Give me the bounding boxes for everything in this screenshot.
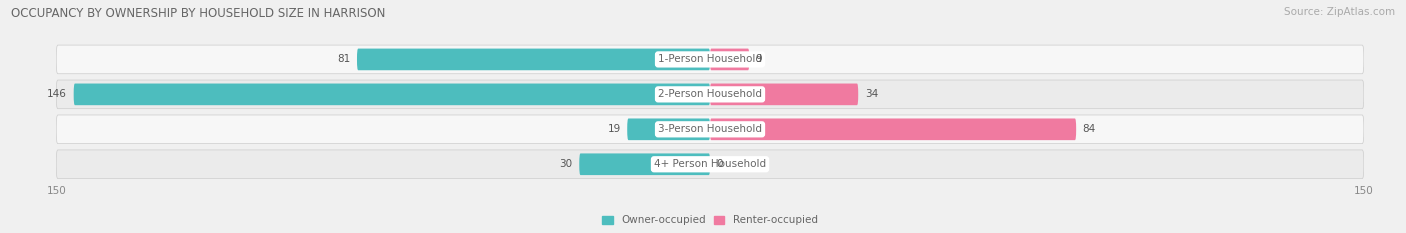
Text: 3-Person Household: 3-Person Household <box>658 124 762 134</box>
Text: 9: 9 <box>756 55 762 64</box>
FancyBboxPatch shape <box>56 45 1364 74</box>
Text: 30: 30 <box>560 159 572 169</box>
FancyBboxPatch shape <box>710 49 749 70</box>
Text: 4+ Person Household: 4+ Person Household <box>654 159 766 169</box>
FancyBboxPatch shape <box>710 84 858 105</box>
Text: 2-Person Household: 2-Person Household <box>658 89 762 99</box>
FancyBboxPatch shape <box>357 49 710 70</box>
FancyBboxPatch shape <box>627 118 710 140</box>
Text: 0: 0 <box>717 159 723 169</box>
Text: 34: 34 <box>865 89 877 99</box>
FancyBboxPatch shape <box>73 84 710 105</box>
Text: 81: 81 <box>337 55 350 64</box>
Text: 146: 146 <box>48 89 67 99</box>
Text: OCCUPANCY BY OWNERSHIP BY HOUSEHOLD SIZE IN HARRISON: OCCUPANCY BY OWNERSHIP BY HOUSEHOLD SIZE… <box>11 7 385 20</box>
Text: 84: 84 <box>1083 124 1095 134</box>
FancyBboxPatch shape <box>710 118 1076 140</box>
FancyBboxPatch shape <box>56 115 1364 144</box>
Legend: Owner-occupied, Renter-occupied: Owner-occupied, Renter-occupied <box>598 211 823 230</box>
FancyBboxPatch shape <box>579 154 710 175</box>
FancyBboxPatch shape <box>56 150 1364 179</box>
FancyBboxPatch shape <box>56 80 1364 109</box>
Text: 19: 19 <box>607 124 620 134</box>
Text: Source: ZipAtlas.com: Source: ZipAtlas.com <box>1284 7 1395 17</box>
Text: 1-Person Household: 1-Person Household <box>658 55 762 64</box>
